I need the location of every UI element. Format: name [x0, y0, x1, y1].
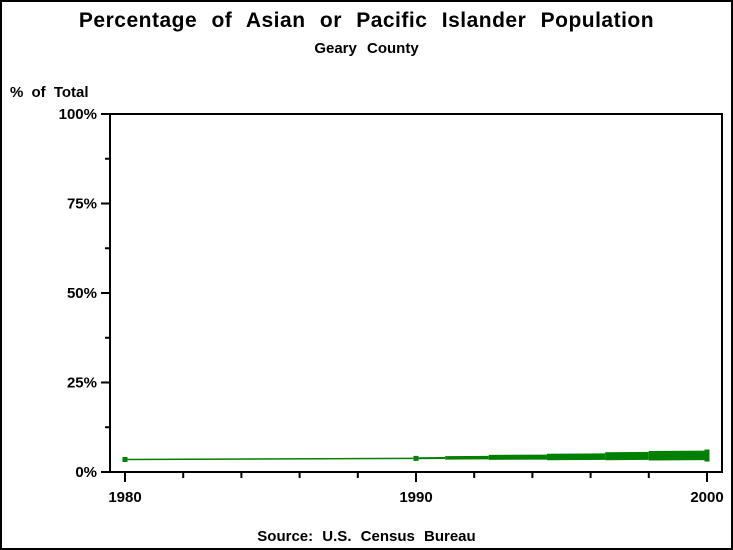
series-marker	[704, 449, 710, 462]
series-marker	[122, 456, 128, 462]
y-tick-label: 25%	[67, 375, 97, 392]
chart-title: Percentage of Asian or Pacific Islander …	[78, 9, 655, 32]
x-tick-label: 1980	[108, 489, 141, 506]
x-tick-label: 2000	[690, 489, 723, 506]
series-segment	[124, 457, 417, 461]
y-tick-label: 50%	[67, 285, 97, 302]
x-tick-label: 1990	[399, 489, 432, 506]
series-marker	[413, 455, 419, 461]
chart-subtitle: Geary County	[314, 40, 419, 57]
source-note: Source: U.S. Census Bureau	[257, 528, 476, 545]
plot-frame	[109, 113, 723, 473]
y-tick-label: 75%	[67, 196, 97, 213]
y-tick-label: 0%	[75, 464, 97, 481]
y-axis-unit-label: % of Total	[10, 84, 89, 101]
y-tick-label: 100%	[59, 106, 97, 123]
